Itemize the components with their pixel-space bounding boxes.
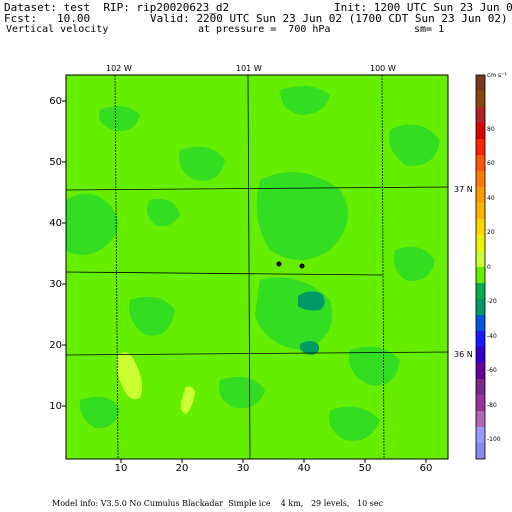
x-tick-label: 40: [297, 463, 311, 474]
colorbar-swatch: [476, 155, 485, 172]
colorbar-swatch: [476, 283, 485, 300]
colorbar-swatch: [476, 203, 485, 220]
axis-ticks: [62, 100, 427, 463]
x-tick-label: 30: [236, 463, 250, 474]
pressure-level-label: at pressure = 700 hPa: [198, 24, 331, 35]
colorbar-swatch: [476, 363, 485, 380]
longitude-line-100w: [381, 75, 385, 459]
model-info-footer: Model info: V3.5.0 No Cumulus Blackadar …: [52, 499, 384, 508]
latitude-line-36n: [66, 351, 448, 356]
valid-time-label: Valid: 2200 UTC Sun 23 Jun 02 (1700 CDT …: [150, 12, 508, 25]
colorbar-swatch: [476, 299, 485, 316]
lat-lon-lines: [66, 75, 448, 459]
y-tick-label: 60: [49, 96, 62, 107]
x-tick-label: 10: [114, 463, 128, 474]
colorbar-swatch: [476, 123, 485, 140]
latitude-label: 37 N: [454, 185, 473, 194]
smoothing-label: sm= 1: [414, 24, 445, 35]
longitude-label: 100 W: [370, 64, 396, 73]
downdraft-patch: [298, 291, 325, 311]
colorbar-swatch: [476, 395, 485, 412]
colorbar-swatch: [476, 187, 485, 204]
colorbar-label: 80: [487, 126, 495, 133]
longitude-label: 101 W: [236, 64, 262, 73]
longitude-line-102w: [114, 75, 119, 459]
updraft-patch: [180, 386, 195, 414]
latitude-label: 36 N: [454, 350, 473, 359]
forecast-hour-label: Fcst: 10.00: [4, 12, 91, 25]
colorbar-swatch: [476, 91, 485, 108]
plot-frame: [65, 74, 449, 460]
x-tick-label: 50: [358, 463, 372, 474]
contour-patches: [66, 86, 440, 441]
colorbar-swatch: [476, 331, 485, 348]
colorbar-swatch: [476, 379, 485, 396]
updraft-patch: [116, 352, 142, 399]
colorbar-swatch: [476, 315, 485, 332]
colorbar-frame: [475, 74, 486, 460]
y-tick-label: 10: [49, 401, 62, 412]
longitude-label: 102 W: [106, 64, 132, 73]
colorbar-units: cm s⁻¹: [487, 72, 507, 79]
station-dot: [299, 263, 305, 269]
colorbar-label: 60: [487, 160, 495, 167]
colorbar-label: -80: [487, 402, 497, 409]
downdraft-patch: [300, 341, 320, 355]
y-tick-label: 40: [49, 218, 62, 229]
colorbar-swatch: [476, 267, 485, 284]
colorbar-swatch: [476, 219, 485, 236]
colorbar-swatch: [476, 171, 485, 188]
station-dot: [276, 261, 282, 267]
y-tick-label: 30: [49, 279, 62, 290]
colorbar-label: 40: [487, 195, 495, 202]
y-tick-label: 50: [49, 157, 62, 168]
colorbar-swatch: [476, 443, 485, 460]
init-time-label: Init: 1200 UTC Sun 23 Jun 02: [334, 1, 512, 14]
field-name-label: Vertical velocity: [6, 24, 109, 35]
colorbar-label: -40: [487, 333, 497, 340]
colorbar-swatch: [476, 411, 485, 428]
colorbar-swatch: [476, 347, 485, 364]
colorbar-label: -20: [487, 298, 497, 305]
colorbar-label: 0: [487, 264, 491, 271]
colorbar-swatch: [476, 235, 485, 252]
y-tick-label: 20: [49, 340, 62, 351]
latitude-line-37n: [66, 186, 448, 191]
colorbar-swatch: [476, 107, 485, 124]
colorbar-label: -60: [487, 367, 497, 374]
longitude-line-101w: [247, 75, 251, 459]
colorbar-swatch: [476, 427, 485, 444]
color-legend: [475, 74, 486, 460]
x-tick-label: 60: [419, 463, 433, 474]
colorbar-swatch: [476, 75, 485, 92]
x-tick-label: 20: [175, 463, 189, 474]
colorbar-swatch: [476, 251, 485, 268]
dataset-label: Dataset: test RIP: rip20020623_d2: [4, 1, 230, 14]
colorbar-label: -100: [487, 436, 501, 443]
colorbar-label: 20: [487, 229, 495, 236]
colorbar-swatch: [476, 139, 485, 156]
